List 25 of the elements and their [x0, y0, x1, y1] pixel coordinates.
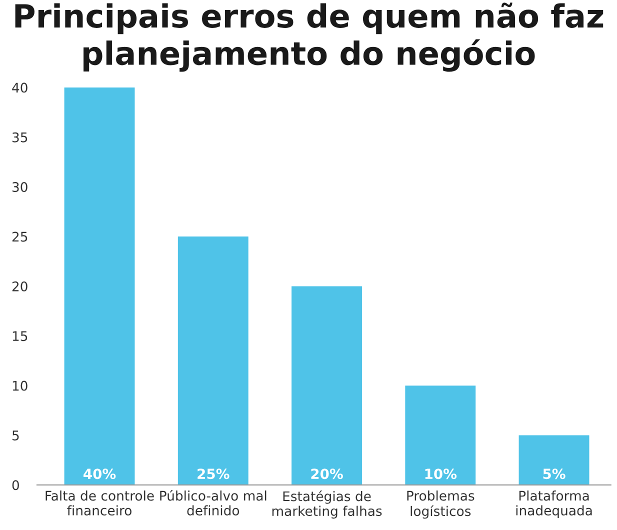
bar — [518, 435, 590, 485]
data-label: 20% — [311, 468, 343, 480]
y-tick-label: 5 — [12, 430, 19, 440]
chart-title: Principais erros de quem não faz planejamento do negócio — [15, 2, 604, 72]
x-tick-label: Problemas logísticos — [407, 490, 474, 519]
data-label: 25% — [198, 468, 230, 480]
x-tick-label: Estatégias de marketing falhas — [272, 490, 382, 519]
bar — [405, 386, 476, 485]
y-tick-label: 35 — [12, 132, 28, 142]
y-tick-label: 30 — [12, 182, 28, 192]
data-label: 5% — [543, 468, 566, 480]
y-tick-label: 25 — [12, 232, 28, 242]
y-tick-label: 40 — [12, 82, 28, 93]
x-tick-label: Plataforma inadequada — [516, 490, 592, 518]
bar — [64, 87, 135, 485]
bar — [292, 286, 362, 485]
data-label: 10% — [425, 468, 457, 480]
data-label: 40% — [84, 468, 116, 480]
y-tick-label: 0 — [12, 480, 19, 490]
y-tick-label: 20 — [12, 281, 28, 292]
y-tick-label: 10 — [12, 380, 28, 391]
y-tick-label: 15 — [12, 331, 28, 342]
x-tick-label: Público-alvo mal definido — [160, 490, 266, 516]
x-tick-label: Falta de controle financeiro — [46, 490, 154, 516]
bar — [178, 236, 248, 485]
